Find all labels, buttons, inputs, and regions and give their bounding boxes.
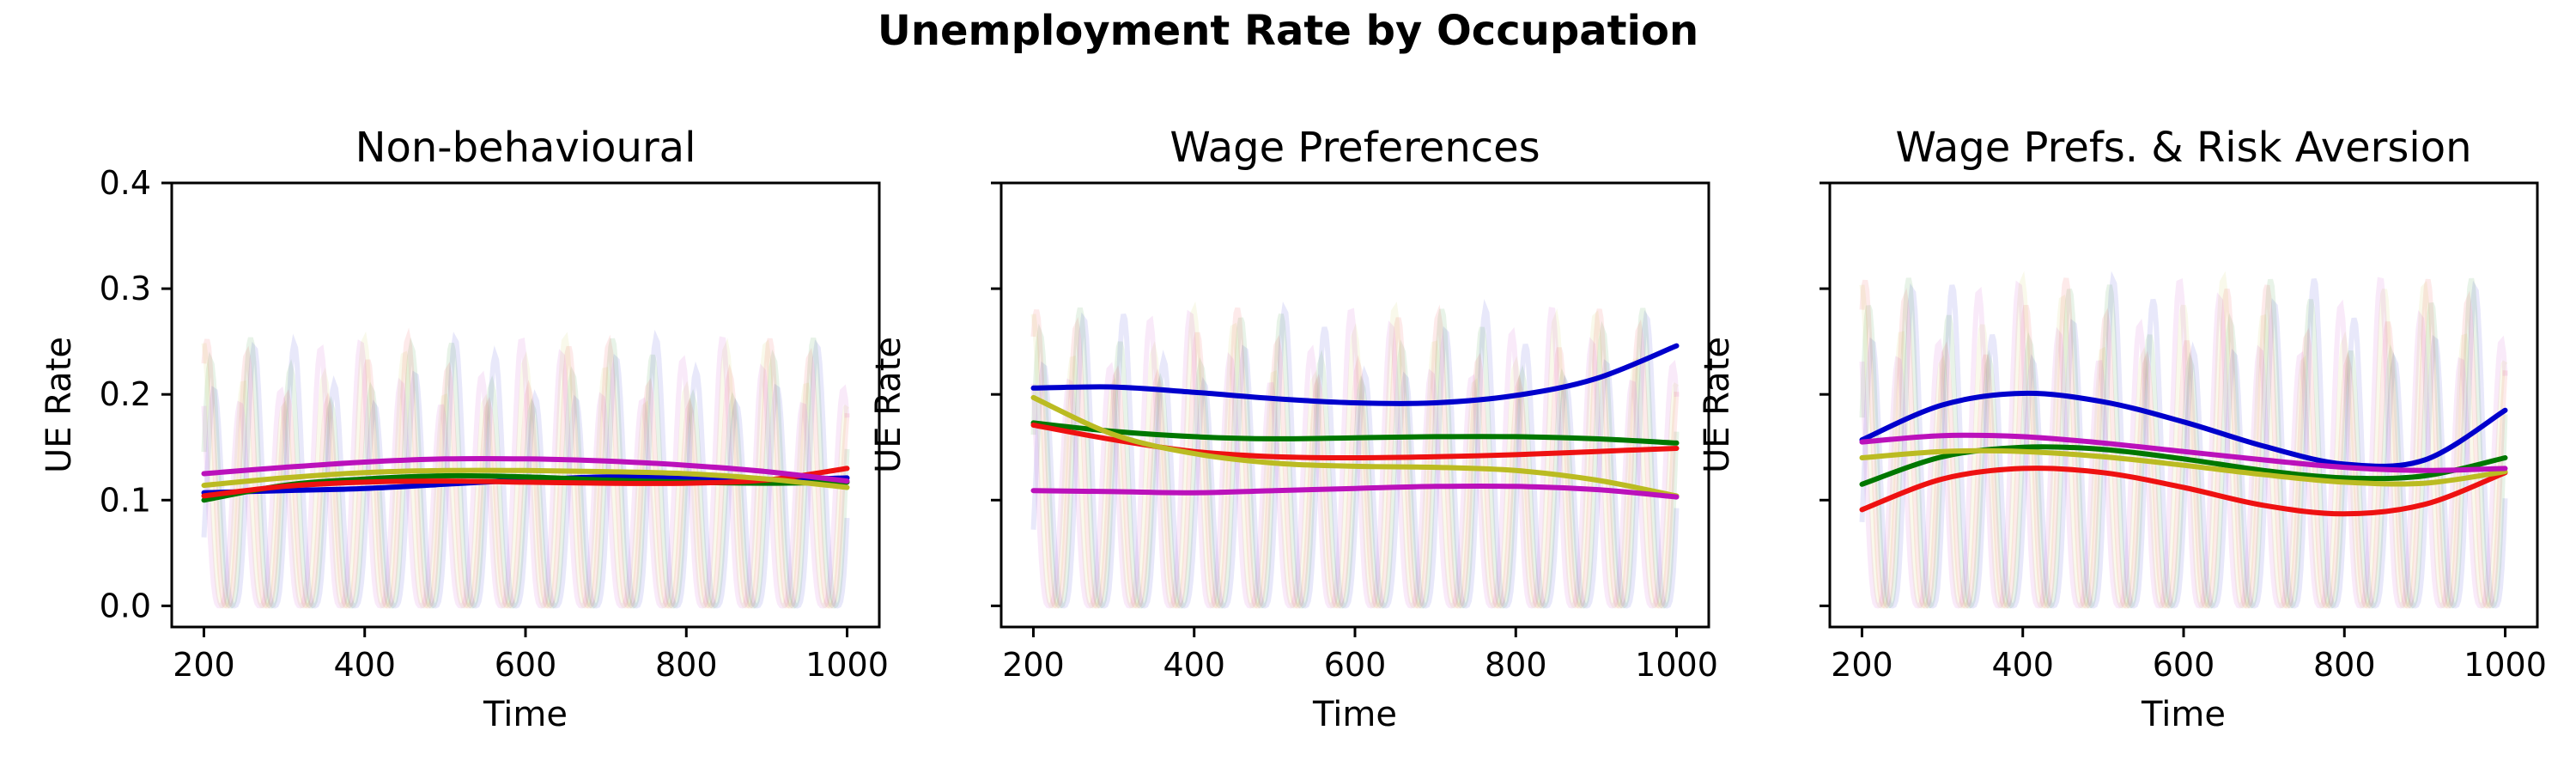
background-trace (1859, 271, 2508, 609)
x-tick-label: 800 (1485, 646, 1547, 684)
background-trace (201, 327, 850, 609)
background-trace (201, 331, 849, 609)
x-tick-label: 400 (333, 646, 396, 684)
series-line-5 (1859, 432, 2508, 473)
panel-3: 200 400 600 800 1000 Wage Prefs. & Risk Avers… (1698, 124, 2547, 734)
series-lines (1030, 343, 1680, 500)
x-axis-label: Time (2141, 695, 2226, 734)
series-lines (201, 455, 850, 503)
x-tick-label: 600 (2153, 646, 2215, 684)
series-line-2 (1030, 420, 1680, 446)
y-tick-label: 0.3 (100, 270, 151, 307)
x-tick-label: 1000 (805, 646, 889, 684)
background-traces (1859, 271, 2508, 609)
y-axis-label: UE Rate (869, 337, 908, 473)
x-tick-label: 200 (173, 646, 235, 684)
background-trace (201, 329, 850, 609)
x-tick-label: 1000 (2464, 646, 2547, 684)
x-tick-label: 1000 (1635, 646, 1718, 684)
series-line-4 (1030, 394, 1680, 499)
x-tick-label: 800 (2313, 646, 2376, 684)
x-tick-label: 400 (1163, 646, 1225, 684)
background-trace (1030, 307, 1680, 609)
y-tick-label: 0.1 (100, 481, 151, 519)
background-traces (201, 327, 850, 609)
series-line-1 (1030, 343, 1680, 406)
background-trace (1030, 304, 1680, 609)
y-tick-label: 0.2 (100, 375, 151, 413)
panel-2: 200 400 600 800 1000 Wage Preferences Time UE R… (869, 124, 1718, 734)
x-tick-label: 600 (1324, 646, 1387, 684)
background-traces (1030, 299, 1680, 609)
x-tick-label: 600 (495, 646, 557, 684)
background-trace (1859, 277, 2508, 609)
series-lines (1859, 390, 2508, 517)
series-line-4 (1859, 447, 2508, 487)
y-axis-label: UE Rate (39, 337, 79, 473)
series-line-1 (1859, 390, 2508, 469)
panel-title: Wage Preferences (1170, 124, 1540, 172)
background-trace (1030, 301, 1680, 609)
x-axis-label: Time (483, 695, 568, 734)
background-trace (1859, 277, 2508, 609)
series-line-4 (201, 467, 850, 490)
x-tick-label: 800 (655, 646, 718, 684)
figure-title: Unemployment Rate by Occupation (878, 7, 1698, 55)
background-trace (201, 336, 850, 609)
x-axis-label: Time (1312, 695, 1397, 734)
x-tick-label: 400 (1991, 646, 2054, 684)
series-line-3 (201, 466, 850, 499)
panel-title: Non-behavioural (355, 124, 696, 172)
background-trace (1030, 299, 1680, 609)
chart-panels: 200 400 600 800 1000 0.0 0.1 0.2 0.3 0.4 Non-behav… (39, 124, 2547, 734)
series-line-5 (201, 455, 850, 484)
y-tick-label: 0.0 (100, 587, 151, 624)
series-line-5 (1030, 483, 1680, 500)
x-tick-label: 200 (1831, 646, 1893, 684)
x-tick-label: 200 (1002, 646, 1065, 684)
series-line-3 (1859, 466, 2508, 517)
background-trace (1859, 277, 2508, 609)
panel-1: 200 400 600 800 1000 0.0 0.1 0.2 0.3 0.4 Non-behav… (39, 124, 889, 734)
y-tick-label: 0.4 (100, 164, 151, 202)
background-trace (1859, 271, 2508, 609)
panel-title: Wage Prefs. & Risk Aversion (1895, 124, 2471, 172)
background-trace (1030, 307, 1680, 609)
y-axis-label: UE Rate (1698, 337, 1737, 473)
